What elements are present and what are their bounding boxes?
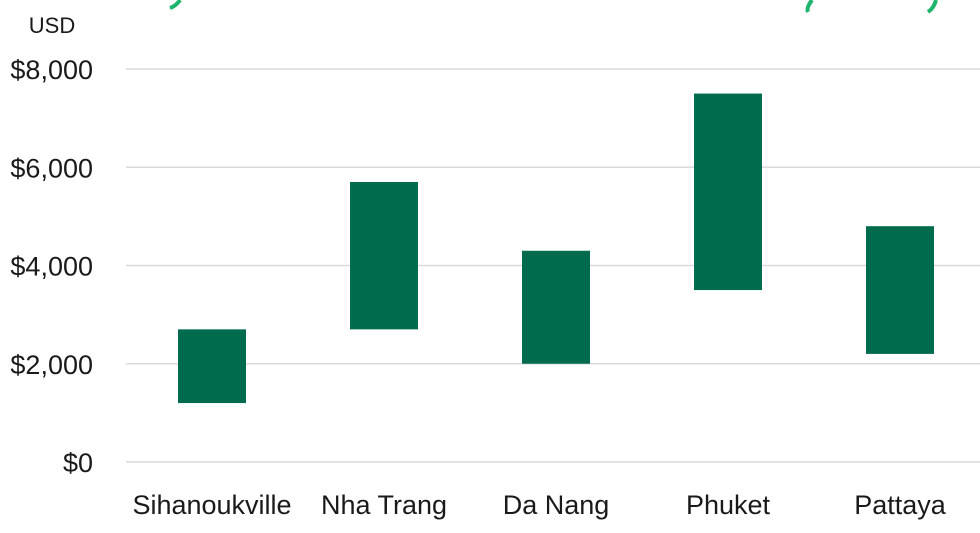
range-bar-nha-trang	[350, 181, 418, 330]
range-bar-sihanoukville	[178, 329, 246, 404]
range-bar-phuket	[694, 93, 762, 291]
x-category-label: Da Nang	[503, 490, 610, 520]
y-tick-label: $0	[63, 448, 93, 478]
y-axis-ticks: $0 $2,000 $4,000 $6,000 $8,000	[10, 55, 93, 478]
bars	[178, 93, 934, 404]
y-tick-label: $2,000	[10, 350, 93, 380]
x-category-label: Pattaya	[854, 490, 947, 520]
x-category-label: Nha Trang	[321, 490, 447, 520]
x-category-label: Phuket	[686, 490, 771, 520]
y-axis-unit-label: USD	[29, 13, 75, 38]
x-axis-labels: Sihanoukville Nha Trang Da Nang Phuket Patta…	[132, 490, 946, 520]
x-category-label: Sihanoukville	[132, 490, 291, 520]
header-decoration	[169, 0, 938, 14]
range-bar-da-nang	[522, 250, 590, 364]
y-tick-label: $6,000	[10, 153, 93, 183]
y-tick-label: $4,000	[10, 252, 93, 282]
y-tick-label: $8,000	[10, 55, 93, 85]
range-bar-pattaya	[866, 226, 934, 354]
